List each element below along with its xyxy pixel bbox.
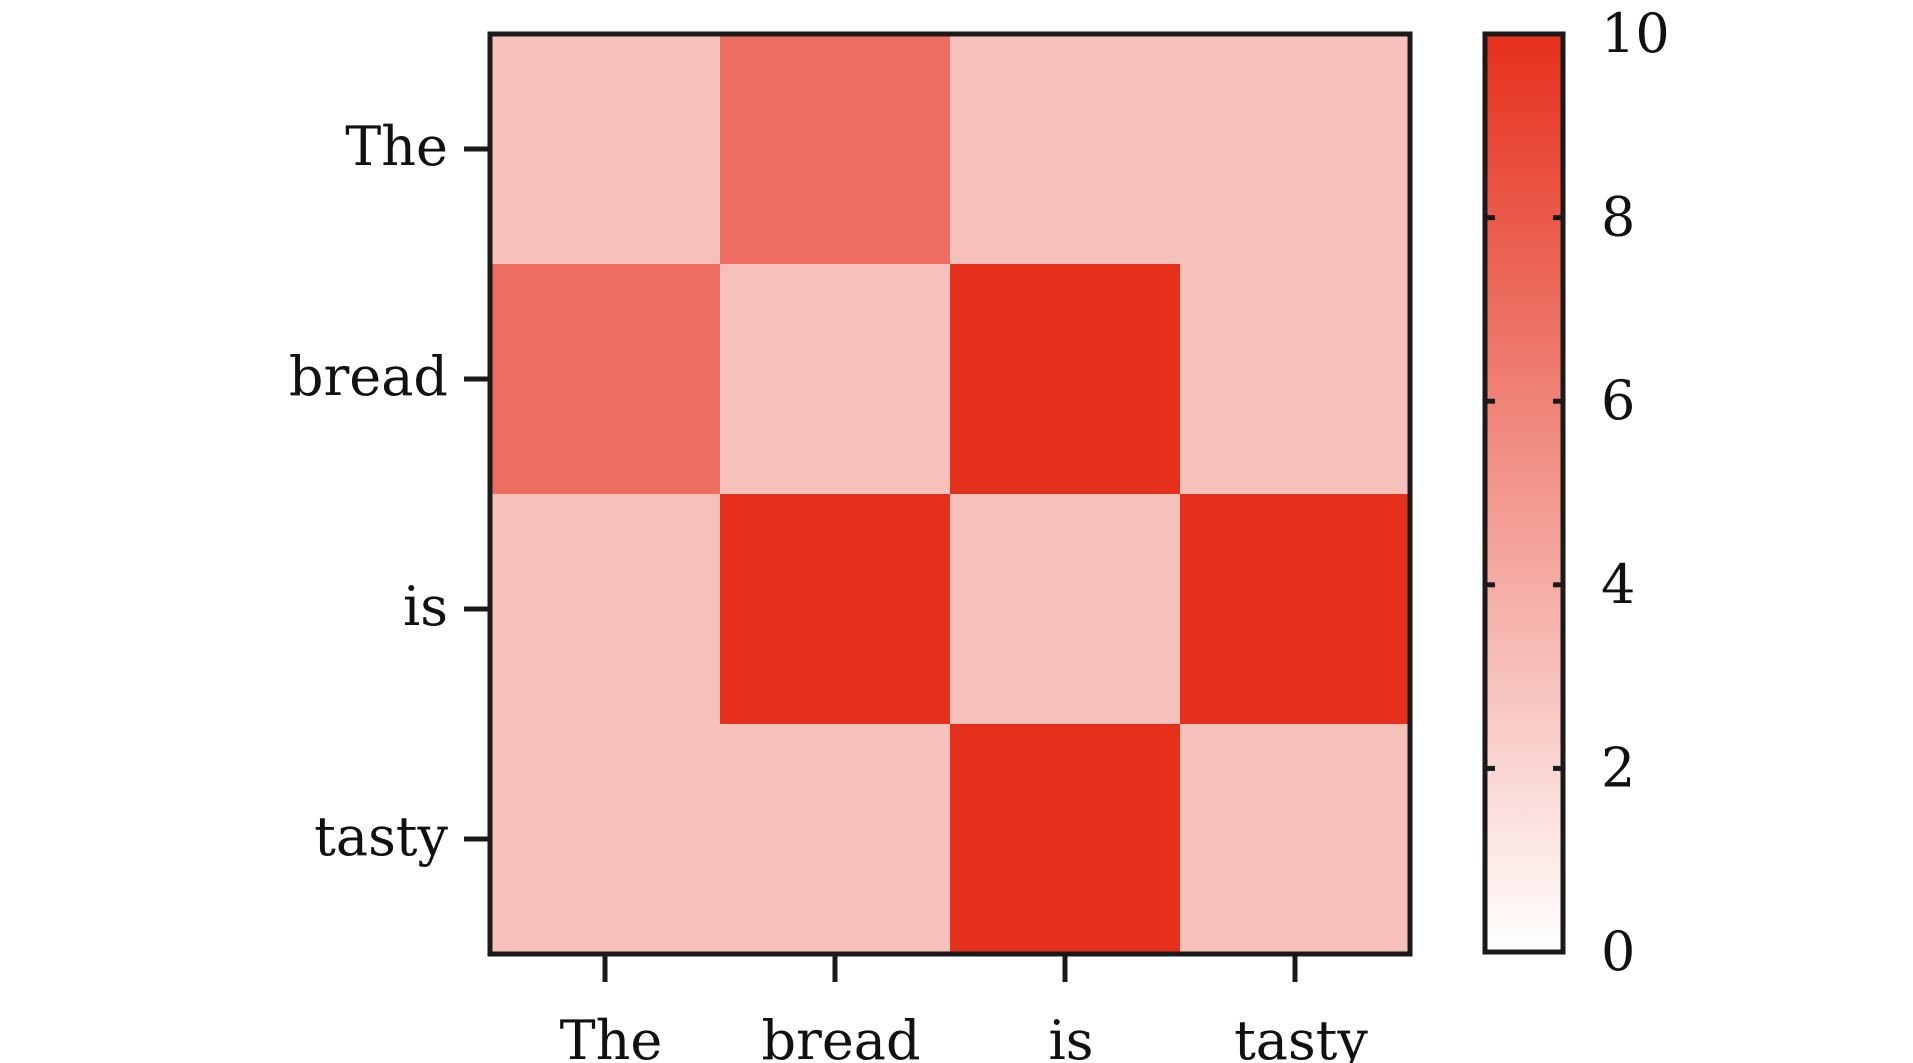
- heatmap-cell-is-the: [490, 494, 721, 725]
- colorbar-ticks: [1485, 215, 1563, 771]
- heatmap-cell-is-bread: [720, 494, 951, 725]
- heatmap-cell-tasty-the: [490, 724, 721, 955]
- x-axis-ticks: [602, 954, 1298, 982]
- y-axis-ticks: [464, 146, 490, 842]
- heatmap-cells: [490, 34, 1411, 955]
- heatmap-cell-bread-the: [490, 264, 721, 495]
- x-tick-label: bread: [761, 1009, 920, 1063]
- y-tick-label: tasty: [314, 805, 448, 868]
- heatmap-cell-tasty-bread: [720, 724, 951, 955]
- heatmap-cell-is-tasty: [1180, 494, 1411, 725]
- colorbar-tick-label: 0: [1601, 920, 1635, 983]
- heatmap-cell-the-the: [490, 34, 721, 265]
- heatmap-cell-bread-is: [950, 264, 1181, 495]
- y-tick-label: is: [403, 575, 448, 638]
- heatmap-cell-tasty-is: [950, 724, 1181, 955]
- y-tick-label: bread: [289, 345, 448, 408]
- x-tick-label: is: [1049, 1009, 1094, 1063]
- colorbar-tick-label: 6: [1601, 369, 1635, 432]
- y-axis-labels: The bread is tasty: [289, 115, 449, 868]
- colorbar-gradient: [1482, 31, 1566, 955]
- x-axis-labels: The bread is tasty: [560, 1009, 1369, 1063]
- x-tick-label: tasty: [1234, 1009, 1368, 1063]
- heatmap-cell-bread-bread: [720, 264, 951, 495]
- heatmap-cell-bread-tasty: [1180, 264, 1411, 495]
- heatmap-cell-the-bread: [720, 34, 951, 265]
- heatmap-cell-the-tasty: [1180, 34, 1411, 265]
- colorbar-tick-label: 2: [1601, 736, 1635, 799]
- colorbar-tick-label: 4: [1601, 553, 1635, 616]
- heatmap-cell-the-is: [950, 34, 1181, 265]
- y-tick-label: The: [345, 115, 448, 178]
- colorbar-labels: 0 2 4 6 8 10: [1601, 2, 1670, 983]
- plot-frame: [487, 31, 1413, 957]
- colorbar-tick-label: 8: [1601, 186, 1635, 249]
- colorbar: 0 2 4 6 8 10: [1482, 2, 1670, 983]
- x-tick-label: The: [560, 1009, 663, 1063]
- colorbar-tick-label: 10: [1601, 2, 1670, 65]
- heatmap-cell-is-is: [950, 494, 1181, 725]
- heatmap-cell-tasty-tasty: [1180, 724, 1411, 955]
